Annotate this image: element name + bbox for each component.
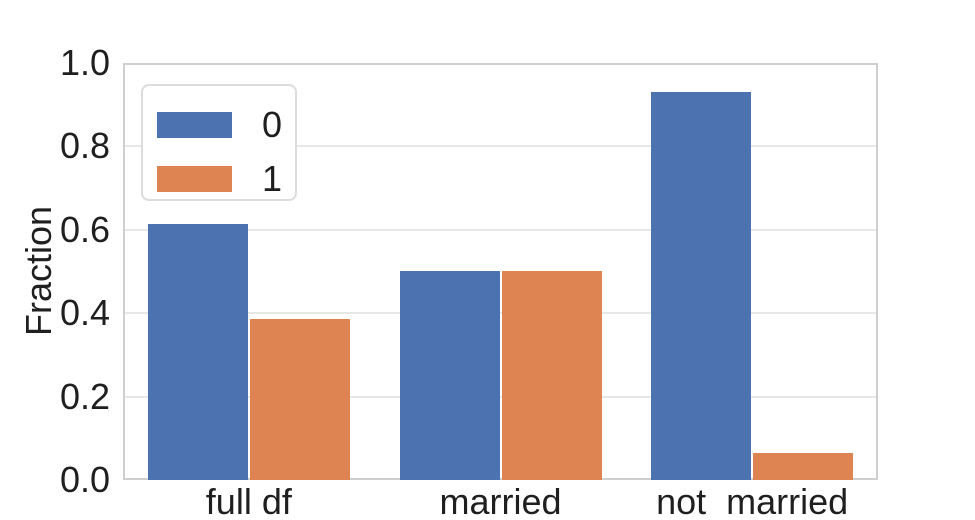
legend-item-1: 1	[143, 152, 295, 206]
y-tick-label-0.6: 0.6	[59, 208, 110, 250]
legend-item-0: 0	[143, 98, 295, 152]
x-tick-label-full-df: full df	[205, 481, 292, 520]
y-axis-label: Fraction	[18, 205, 59, 337]
bar-not-married-series-1	[753, 453, 854, 480]
y-tick-label-0.4: 0.4	[59, 292, 110, 334]
legend-label-1: 1	[262, 158, 283, 199]
bar-married-series-0	[399, 271, 500, 480]
y-tick-label-1.0: 1.0	[59, 42, 110, 83]
grid-line-0.6	[123, 228, 878, 231]
y-tick-label-0.0: 0.0	[59, 459, 110, 500]
bar-full-df-series-1	[249, 319, 350, 480]
x-tick-label-married: married	[439, 481, 562, 520]
plot-frame	[123, 63, 878, 480]
legend-swatch-0	[157, 112, 232, 138]
grid-line-0.8	[123, 145, 878, 148]
legend-label-0: 0	[262, 104, 283, 145]
y-tick-label-0.8: 0.8	[59, 125, 110, 167]
grid-line-0.4	[123, 312, 878, 315]
grid-line-0.2	[123, 395, 878, 398]
bar-full-df-series-0	[147, 224, 248, 480]
bar-not-married-series-0	[651, 92, 752, 480]
bar-married-series-1	[501, 271, 602, 480]
x-tick-label-not-married: not married	[656, 481, 849, 520]
y-tick-label-0.2: 0.2	[59, 375, 110, 417]
legend-swatch-1	[157, 166, 232, 192]
